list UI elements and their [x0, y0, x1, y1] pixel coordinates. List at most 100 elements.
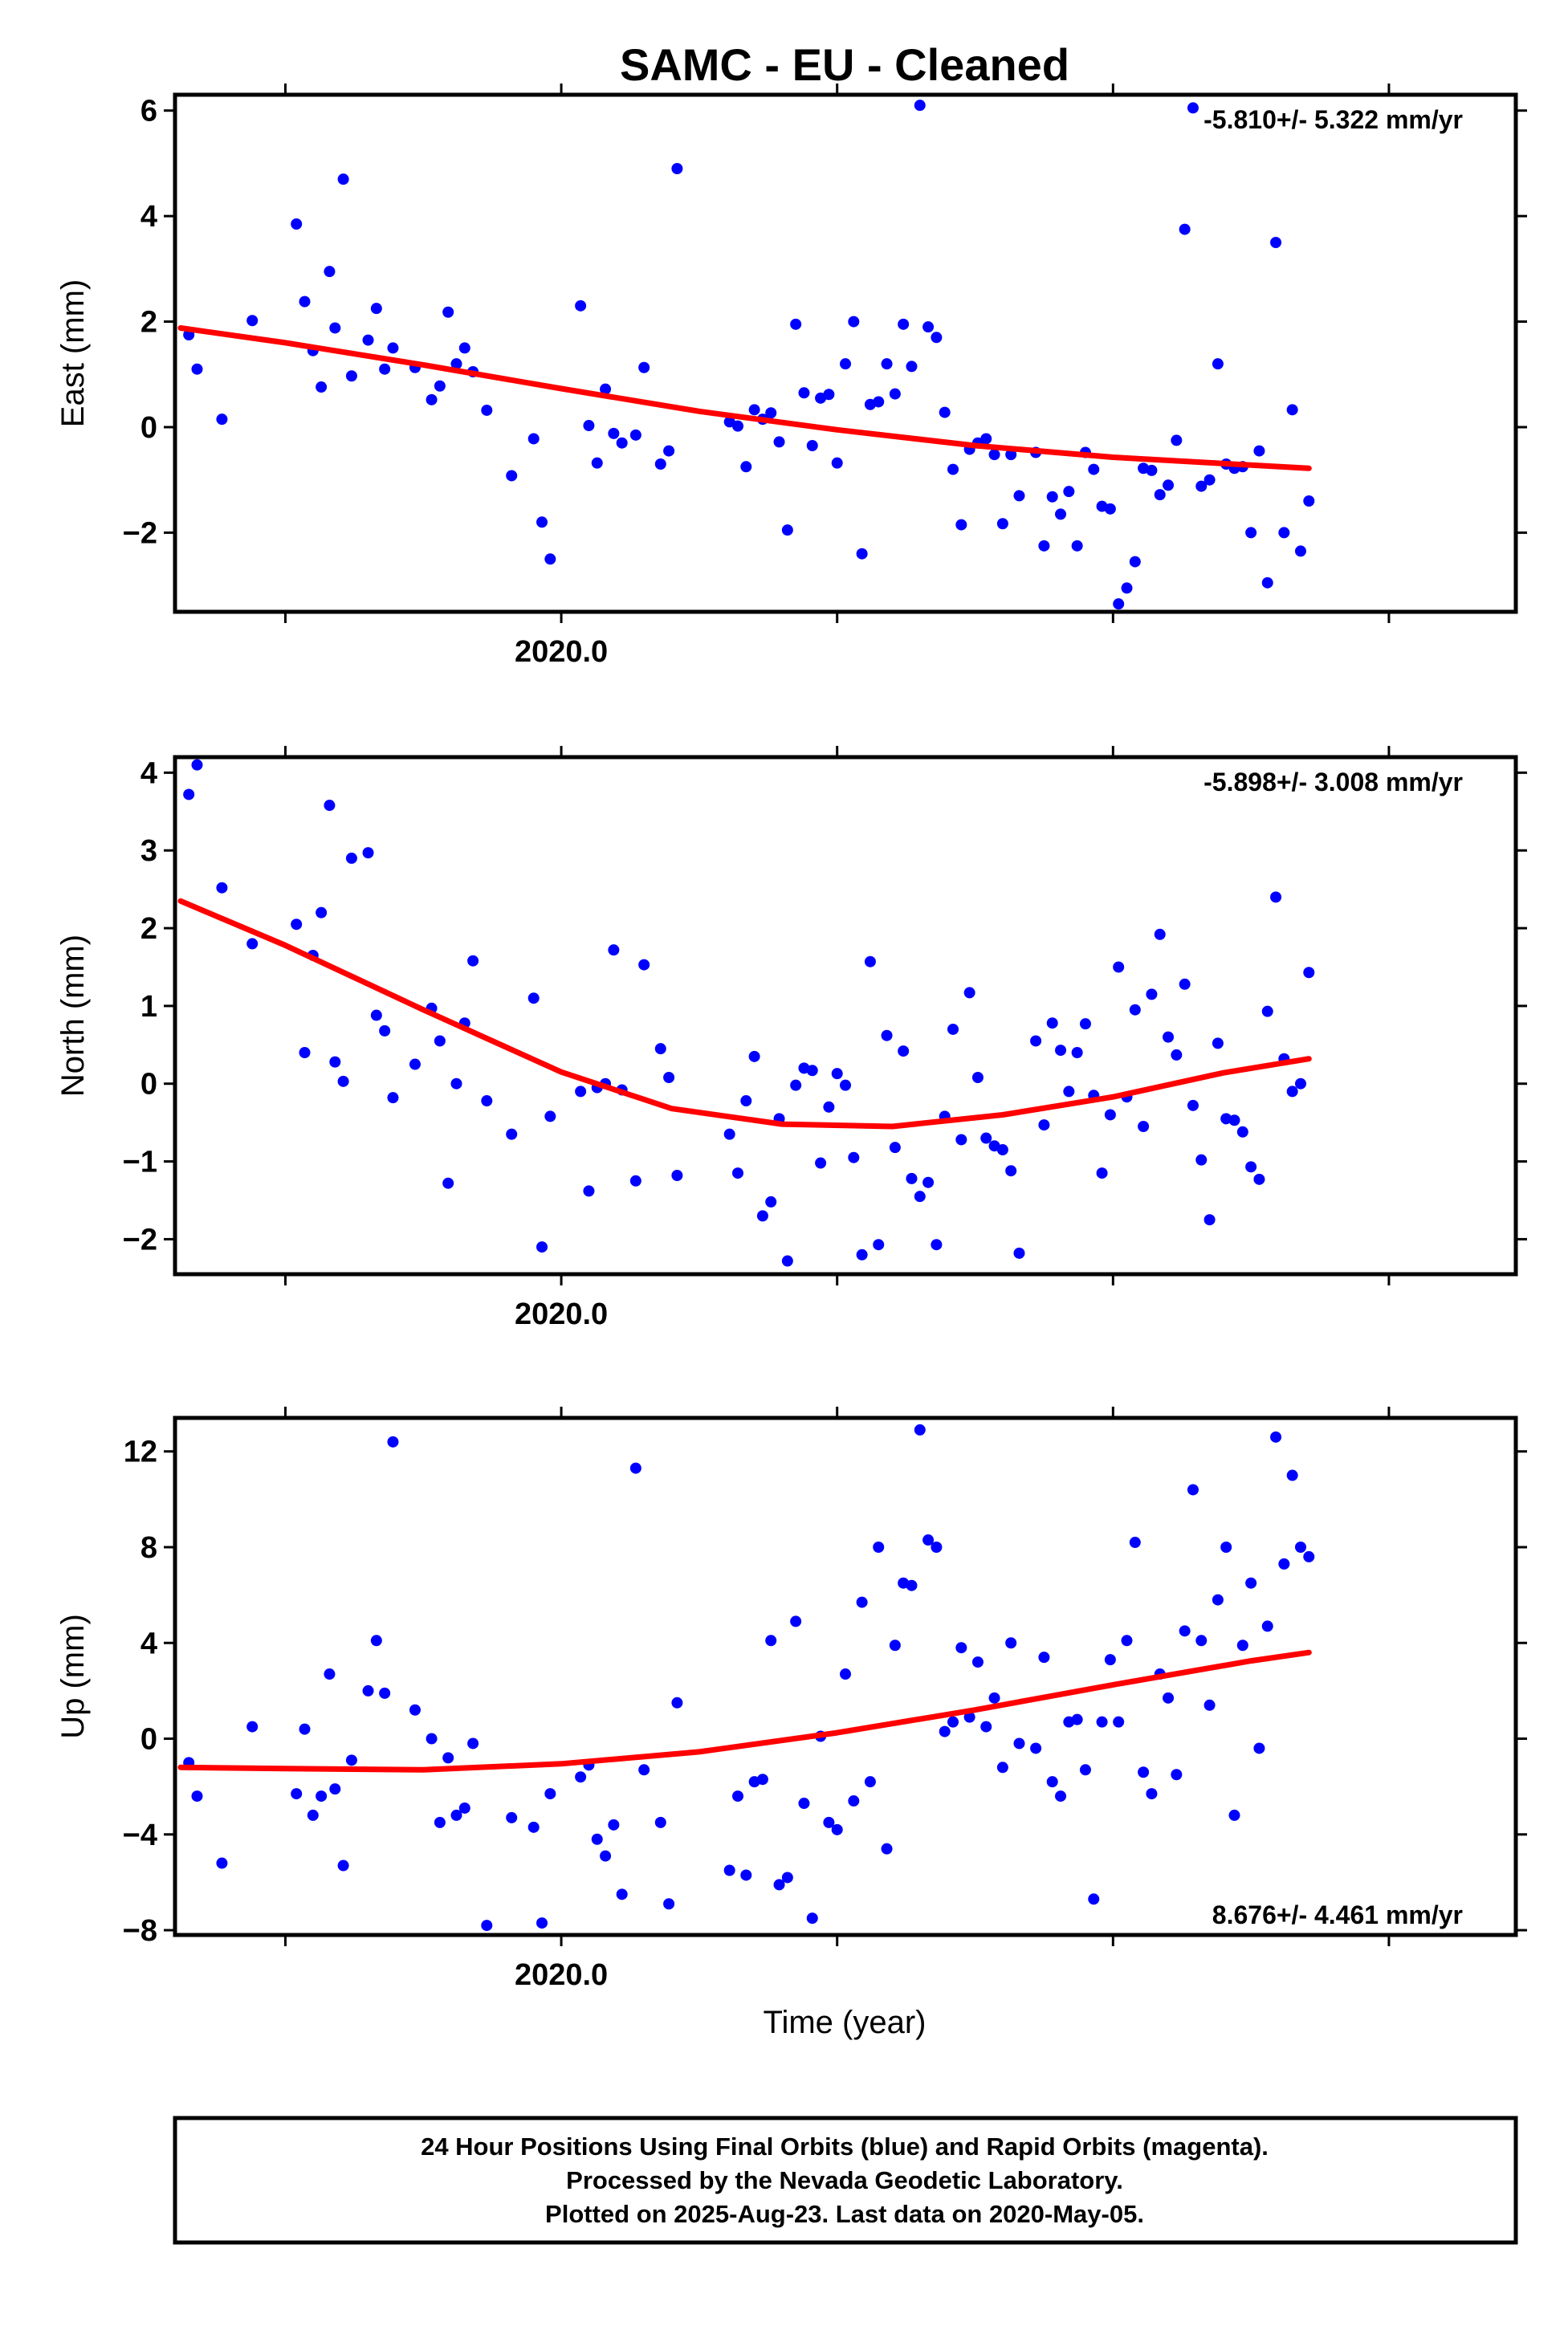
data-point: [898, 1045, 910, 1057]
data-point: [1071, 540, 1083, 552]
data-point: [765, 407, 777, 419]
data-point: [831, 1068, 843, 1080]
data-point: [1104, 1654, 1116, 1666]
data-point: [1171, 1049, 1183, 1061]
data-point: [740, 1869, 752, 1881]
y-tick-label: 4: [141, 756, 157, 790]
data-point: [629, 429, 641, 441]
data-point: [1005, 449, 1017, 461]
data-point: [591, 457, 603, 469]
data-point: [914, 100, 926, 112]
data-point: [848, 1795, 860, 1807]
data-point: [723, 416, 735, 428]
data-point: [671, 163, 683, 174]
data-point: [527, 1821, 540, 1833]
data-point: [600, 383, 612, 395]
data-points: [183, 759, 1315, 1267]
data-point: [458, 342, 470, 354]
footer-line-2: Processed by the Nevada Geodetic Laborat…: [566, 2166, 1123, 2194]
data-point: [1104, 1109, 1116, 1121]
data-point: [324, 800, 336, 812]
data-point: [947, 1023, 959, 1035]
data-point: [379, 1024, 391, 1037]
data-point: [307, 1809, 319, 1821]
data-point: [527, 433, 540, 445]
data-point: [864, 1776, 876, 1788]
data-point: [798, 387, 810, 399]
data-point: [1286, 404, 1298, 416]
data-point: [246, 938, 259, 950]
data-point: [1303, 967, 1315, 979]
y-tick-label: 8: [141, 1531, 157, 1565]
data-point: [536, 1917, 548, 1929]
data-point: [781, 524, 793, 536]
data-point: [1146, 1788, 1158, 1800]
data-point: [1261, 576, 1273, 589]
data-point: [1212, 1594, 1224, 1606]
data-point: [316, 381, 328, 393]
data-point: [1163, 1031, 1175, 1043]
data-point: [840, 1668, 851, 1680]
rate-label: -5.810+/- 5.322 mm/yr: [1203, 105, 1463, 134]
data-point: [1228, 1114, 1240, 1126]
data-point: [1253, 445, 1265, 457]
data-point: [1195, 480, 1208, 492]
x-tick-label: 2020.0: [515, 1958, 608, 1992]
data-point: [654, 1816, 666, 1828]
data-point: [608, 944, 620, 956]
data-point: [1079, 1018, 1091, 1030]
data-point: [608, 1819, 620, 1831]
data-point: [1055, 1045, 1067, 1057]
data-point: [1113, 1716, 1125, 1728]
data-point: [1113, 961, 1125, 973]
footer-box: 24 Hour Positions Using Final Orbits (bl…: [173, 2116, 1518, 2245]
data-point: [337, 173, 349, 185]
data-point: [1046, 1776, 1058, 1788]
data-point: [963, 1711, 975, 1723]
data-point: [723, 1864, 735, 1876]
data-point: [831, 457, 843, 469]
data-point: [1253, 1742, 1265, 1754]
data-point: [600, 1850, 612, 1862]
data-points: [183, 100, 1315, 610]
data-point: [1030, 1742, 1042, 1754]
data-point: [450, 1077, 462, 1090]
data-point: [906, 1172, 918, 1184]
data-point: [608, 427, 620, 439]
data-point: [442, 306, 454, 318]
data-point: [1179, 223, 1191, 235]
data-point: [1005, 1165, 1017, 1177]
data-point: [996, 518, 1008, 530]
data-point: [1278, 1558, 1290, 1570]
data-point: [980, 1132, 992, 1144]
data-point: [922, 1176, 935, 1188]
data-point: [1212, 358, 1224, 370]
data-point: [906, 1579, 918, 1591]
data-point: [1195, 1635, 1208, 1647]
y-tick-label: 0: [141, 1068, 157, 1102]
y-tick-label: 12: [124, 1436, 157, 1469]
data-point: [1121, 582, 1133, 594]
data-point: [575, 1771, 587, 1783]
data-point: [629, 1175, 641, 1187]
x-tick-label: 2020.0: [515, 1297, 608, 1331]
data-point: [506, 1128, 518, 1140]
data-point: [246, 315, 259, 327]
data-point: [848, 316, 860, 328]
data-point: [790, 1615, 802, 1627]
footer-line-1: 24 Hour Positions Using Final Orbits (bl…: [421, 2132, 1269, 2161]
data-point: [387, 1436, 399, 1448]
y-tick-label: −1: [123, 1146, 157, 1179]
data-point: [1286, 1086, 1298, 1098]
rate-label: 8.676+/- 4.461 mm/yr: [1212, 1900, 1463, 1929]
data-point: [1253, 1173, 1265, 1185]
data-point: [840, 1079, 851, 1091]
data-point: [1278, 527, 1290, 539]
y-axis-label: Up (mm): [55, 1614, 91, 1739]
data-point: [1163, 479, 1175, 491]
data-point: [1187, 102, 1199, 114]
data-point: [1245, 527, 1257, 539]
data-point: [638, 1764, 650, 1776]
data-point: [931, 1239, 943, 1251]
data-point: [873, 396, 885, 408]
